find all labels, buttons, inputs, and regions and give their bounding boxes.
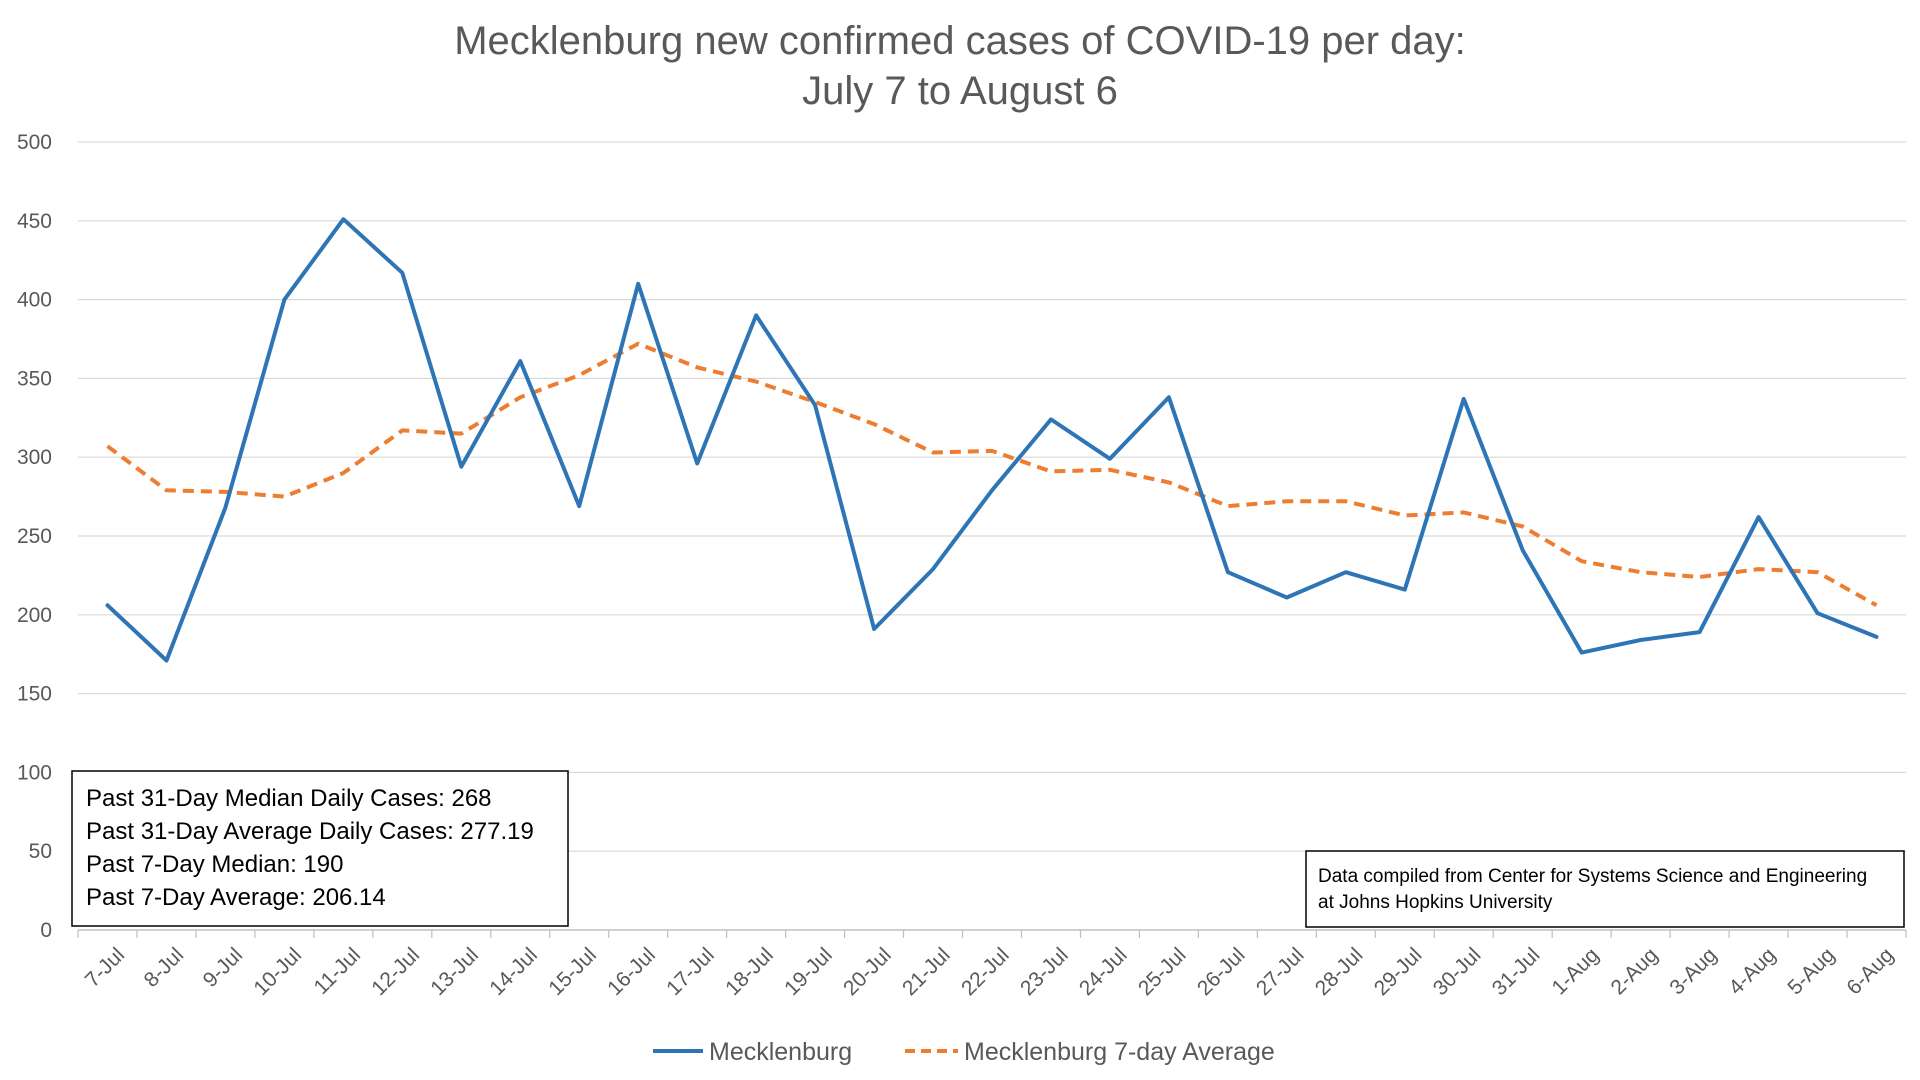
y-tick-label: 500 [17,131,52,154]
legend-label-7day-average: Mecklenburg 7-day Average [964,1038,1275,1066]
source-line-2: at Johns Hopkins University [1318,892,1553,913]
y-tick-label: 400 [17,289,52,312]
stats-median-31: Past 31-Day Median Daily Cases: 268 [86,785,492,812]
source-line-1: Data compiled from Center for Systems Sc… [1318,866,1867,887]
y-tick-label: 450 [17,210,52,233]
y-tick-label: 0 [40,919,52,942]
stats-box-border [71,770,569,927]
series-line-mecklenburg [105,217,1879,663]
y-tick-label: 200 [17,604,52,627]
stats-median-7: Past 7-Day Median: 190 [86,851,343,878]
legend: Mecklenburg Mecklenburg 7-day Average [653,1038,1275,1066]
y-tick-label: 350 [17,367,52,390]
chart-title-line-1: Mecklenburg new confirmed cases of COVID… [454,19,1466,63]
y-tick-label: 150 [17,683,52,706]
chart-title-line-2: July 7 to August 6 [802,69,1118,113]
stats-annotation-box: Past 31-Day Median Daily Cases: 268 Past… [71,770,569,927]
source-annotation-box: Data compiled from Center for Systems Sc… [1305,850,1905,928]
stats-average-31: Past 31-Day Average Daily Cases: 277.19 [86,818,534,845]
stats-average-7: Past 7-Day Average: 206.14 [86,884,386,911]
plot-series [105,217,1879,663]
y-tick-label: 50 [29,840,52,863]
y-axis: 0 50 100 150 200 250 300 350 400 450 500 [17,131,52,942]
series-line-7day-average [106,341,1878,608]
source-box-border [1305,850,1905,928]
y-tick-label: 100 [17,761,52,784]
legend-label-mecklenburg: Mecklenburg [709,1038,852,1066]
y-tick-label: 300 [17,446,52,469]
y-tick-label: 250 [17,525,52,548]
